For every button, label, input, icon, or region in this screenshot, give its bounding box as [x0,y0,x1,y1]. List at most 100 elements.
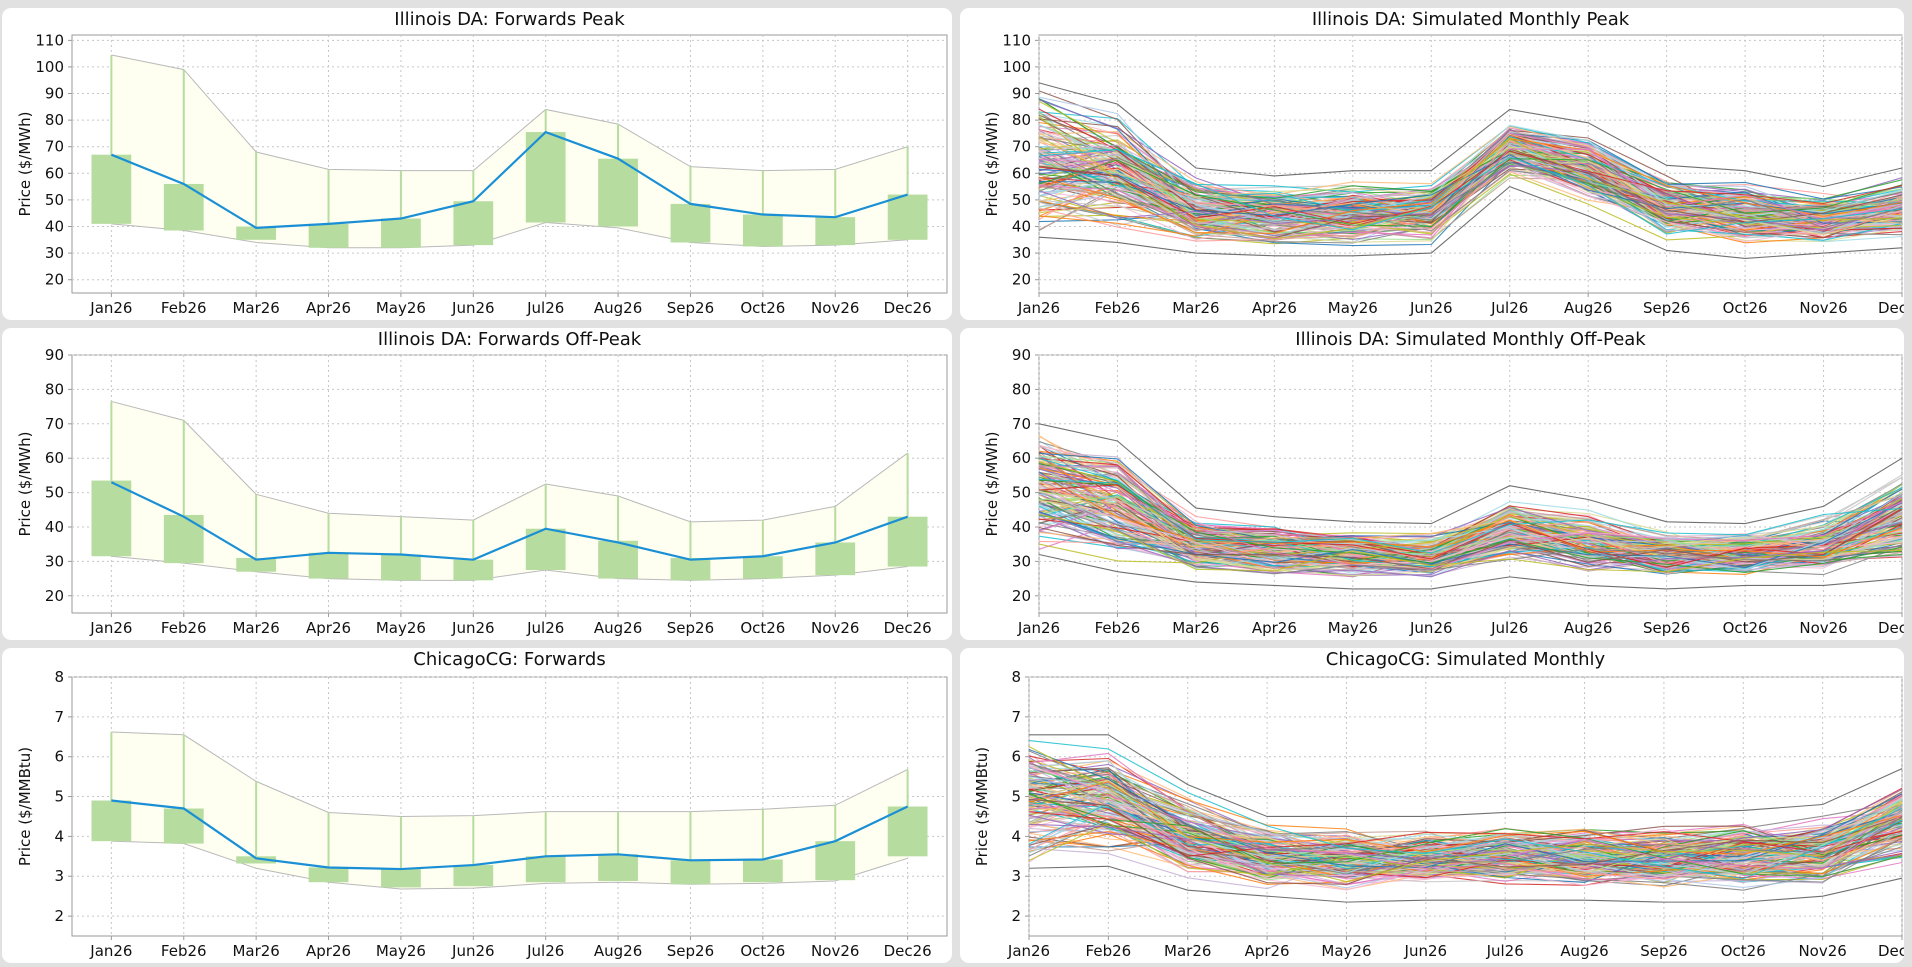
band-upper-edge [111,54,908,172]
chart-panel-p5: ChicagoCG: Forwards 2 3 4 5 6 7 8 Jan26 Feb26 Mar2… [2,648,952,963]
y-tick-label: 40 [1012,218,1031,236]
range-box [163,183,204,231]
range-band [111,401,908,581]
x-tick-label: Sep26 [1643,299,1690,317]
chart-title: Illinois DA: Simulated Monthly Off-Peak [1295,329,1646,350]
x-tick-label: Dec26 [1878,299,1904,317]
y-tick-label: 100 [35,58,64,76]
simulated-path [1038,148,1903,239]
y-tick-label: 2 [1011,907,1021,925]
x-tick-label: Nov26 [1798,942,1846,960]
x-tick-label: Feb26 [1086,942,1132,960]
simulated-path [1028,793,1903,878]
y-tick-label: 100 [1002,58,1031,76]
envelope-lower [1038,185,1903,259]
y-tick-label: 110 [1002,31,1031,49]
range-box [236,226,277,240]
range-band [111,54,908,248]
simulated-path [1038,154,1903,231]
y-tick-label: 3 [1011,867,1021,885]
simulated-path [1028,819,1903,867]
y-tick-label: 50 [45,484,64,502]
chart-title: Illinois DA: Simulated Monthly Peak [1312,9,1630,30]
y-axis-label: Price ($/MMBtu) [16,747,34,866]
x-tick-label: Aug26 [594,299,642,317]
y-tick-label: 40 [45,518,64,536]
x-tick-label: Feb26 [161,619,207,637]
y-tick-label: 70 [45,138,64,156]
x-tick-label: Feb26 [1095,299,1141,317]
y-tick-label: 90 [1012,346,1031,364]
x-tick-label: Feb26 [161,299,207,317]
chart-svg-p4: Illinois DA: Simulated Monthly Off-Peak 2… [983,329,1904,637]
range-box [670,203,711,243]
x-tick-label: Jun26 [451,299,495,317]
y-tick-label: 70 [45,415,64,433]
x-tick-label: Feb26 [1095,619,1141,637]
chart-title: Illinois DA: Forwards Off-Peak [378,329,642,350]
y-tick-label: 70 [1012,415,1031,433]
simulated-path [1028,763,1903,863]
simulated-path [1028,818,1903,879]
y-tick-label: 2 [54,907,64,925]
simulated-path [1038,500,1903,578]
x-tick-label: Apr26 [306,299,351,317]
x-tick-label: May26 [376,942,426,960]
chart-panel-p6: ChicagoCG: Simulated Monthly 2 3 4 5 6 7 8 Jan26… [960,648,1904,963]
x-tick-label: Apr26 [306,942,351,960]
simulated-path [1038,108,1903,231]
range-box [525,528,566,570]
range-box [236,856,277,864]
series-group [91,400,928,581]
simulated-path [1028,777,1903,873]
chart-svg-p2: Illinois DA: Simulated Monthly Peak 20 30 4… [983,9,1904,317]
y-tick-label: 90 [45,346,64,364]
y-tick-label: 60 [45,164,64,182]
y-tick-label: 50 [45,191,64,209]
simulated-path [1038,468,1903,556]
x-tick-label: Oct26 [740,619,785,637]
simulated-path [1038,454,1903,565]
simulated-path [1028,788,1903,865]
y-tick-label: 4 [1011,827,1021,845]
series-group [1028,734,1903,903]
range-box [381,218,421,248]
x-tick-label: Mar26 [232,299,279,317]
y-tick-label: 50 [1012,191,1031,209]
x-tick-label: Oct26 [1723,299,1768,317]
simulated-path [1028,740,1903,880]
simulated-path [1038,481,1903,551]
y-tick-label: 80 [1012,111,1031,129]
x-tick-label: Aug26 [594,942,642,960]
simulated-path [1038,501,1903,575]
chart-panel-p1: Illinois DA: Forwards Peak 20 30 40 50 60 70 80… [2,8,952,320]
simulated-path [1028,800,1903,878]
plot-area [1038,34,1903,294]
x-tick-label: Sep26 [667,299,714,317]
simulated-path [1028,795,1903,867]
range-box [308,552,349,579]
y-tick-label: 5 [54,788,64,806]
y-tick-label: 30 [45,244,64,262]
x-tick-label: Jun26 [1409,619,1453,637]
simulated-path [1038,479,1903,574]
range-box [887,516,928,567]
simulated-path [1028,766,1903,885]
simulated-path [1028,769,1903,858]
x-tick-label: Jul26 [1490,619,1528,637]
y-axis-label: Price ($/MWh) [983,432,1001,537]
range-box [525,132,566,223]
simulated-path [1038,502,1903,568]
x-tick-label: Jan26 [89,619,132,637]
chart-svg-p6: ChicagoCG: Simulated Monthly 2 3 4 5 6 7 8 Jan26… [973,649,1904,960]
x-tick-label: Jul26 [1486,942,1524,960]
y-axis-label: Price ($/MMBtu) [973,747,991,866]
range-box [236,557,277,572]
x-tick-label: Jun26 [451,942,495,960]
x-tick-label: Mar26 [1164,942,1211,960]
x-tick-label: Jan26 [89,299,132,317]
x-tick-label: May26 [376,619,426,637]
x-tick-label: Dec26 [1878,619,1904,637]
y-tick-label: 20 [1012,587,1031,605]
x-tick-label: Jul26 [526,942,564,960]
